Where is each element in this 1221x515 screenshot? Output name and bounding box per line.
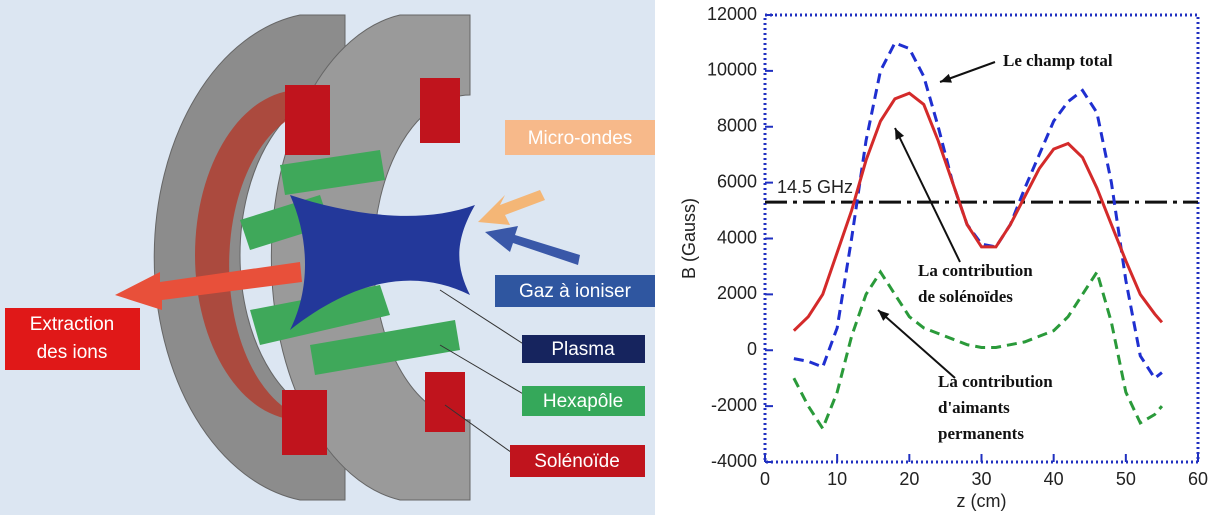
label-box <box>505 120 655 155</box>
line-series <box>792 268 1164 432</box>
y-tick-label: 2000 <box>717 283 757 303</box>
reference-label: 14.5 GHz <box>777 177 853 197</box>
hexapole-bar <box>280 150 385 195</box>
solenoid-block <box>420 78 460 143</box>
leader-line <box>439 289 526 346</box>
x-tick-label: 0 <box>760 469 770 489</box>
arrow-head <box>878 310 890 321</box>
annotation-arrow <box>877 309 956 379</box>
line-series <box>792 91 1164 332</box>
annotation-arrow <box>894 127 961 263</box>
ion-beam-arrow <box>115 262 302 310</box>
x-tick-label: 20 <box>899 469 919 489</box>
label: Hexapôle <box>543 391 623 412</box>
label-box <box>522 335 645 363</box>
label: Extraction <box>30 314 114 335</box>
leader-line <box>444 404 516 456</box>
y-tick-label: -4000 <box>711 451 757 471</box>
label-box <box>5 308 140 370</box>
plasma <box>290 195 475 330</box>
label: des ions <box>37 342 108 363</box>
y-tick-label: 4000 <box>717 227 757 247</box>
x-tick-label: 50 <box>1116 469 1136 489</box>
label: Gaz à ioniser <box>519 281 632 302</box>
label: Plasma <box>551 339 615 360</box>
x-tick-label: 40 <box>1044 469 1064 489</box>
diagram: Micro-ondes Gaz à ioniser Plasma Hexapôl… <box>0 0 655 515</box>
solenoid-block <box>282 390 327 455</box>
ring <box>153 14 346 501</box>
solenoid-block <box>285 85 330 155</box>
annotation: La contribution <box>918 261 1033 280</box>
arrow-head <box>940 73 952 83</box>
x-tick-label: 60 <box>1188 469 1208 489</box>
label-box <box>510 445 645 477</box>
leader-line <box>439 344 526 396</box>
line-series <box>793 41 1163 381</box>
arrow-head <box>895 128 905 140</box>
gas-arrow <box>485 226 580 265</box>
solenoid-block <box>425 372 465 432</box>
label: Micro-ondes <box>528 128 633 149</box>
plot-frame <box>763 13 1200 464</box>
annotation: La contribution <box>938 372 1053 391</box>
y-axis-label: B (Gauss) <box>679 198 699 279</box>
y-tick-label: 0 <box>747 339 757 359</box>
chart: -4000 -2000 0 2000 4000 6000 8000 10000 12000 0 10… <box>679 4 1208 511</box>
hexapole-bar <box>310 320 460 375</box>
label: Solénoïde <box>534 451 620 472</box>
label-box <box>495 275 655 307</box>
microwave-arrow <box>478 190 545 225</box>
y-tick-label: 8000 <box>717 116 757 136</box>
annotation: Le champ total <box>1003 51 1113 70</box>
y-tick-label: 6000 <box>717 171 757 191</box>
x-axis-label: z (cm) <box>957 491 1007 511</box>
x-tick-label: 10 <box>827 469 847 489</box>
y-tick-label: 10000 <box>707 60 757 80</box>
coil-winding <box>195 90 320 420</box>
label-box <box>522 386 645 416</box>
y-tick-label: -2000 <box>711 395 757 415</box>
x-tick-label: 30 <box>971 469 991 489</box>
annotation: permanents <box>938 424 1024 443</box>
annotation: de solénoïdes <box>918 287 1013 306</box>
annotation: d'aimants <box>938 398 1010 417</box>
y-tick-label: 12000 <box>707 4 757 24</box>
hexapole-bar <box>250 285 390 345</box>
